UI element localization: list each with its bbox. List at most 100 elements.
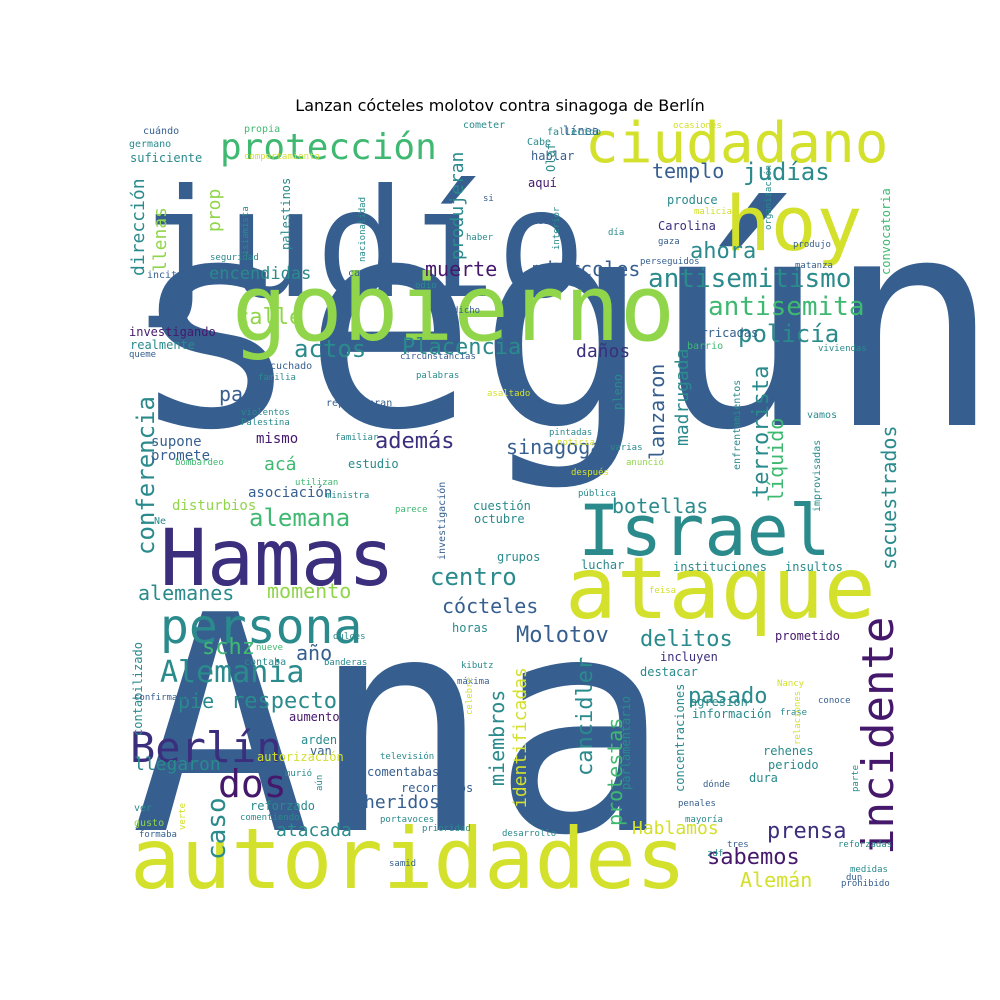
cloud-word: incitar <box>147 270 189 281</box>
cloud-word: desarrollo <box>502 829 556 839</box>
cloud-word: contaba <box>244 657 286 668</box>
cloud-word: prensa <box>767 819 846 844</box>
cloud-word: murió <box>285 768 312 779</box>
cloud-word: queme <box>129 350 156 360</box>
cloud-word: seguridad <box>210 253 259 263</box>
cloud-word: Nancy <box>777 679 805 689</box>
cloud-word: miembros <box>485 690 509 786</box>
cloud-word: portavoces <box>380 815 434 825</box>
cloud-word: judío <box>135 158 587 332</box>
cloud-word: dónde <box>703 779 730 790</box>
cloud-word: verte <box>178 803 188 830</box>
cloud-word: autoridades <box>130 810 686 908</box>
cloud-word: daños <box>576 341 630 362</box>
cloud-word: prop <box>204 189 225 232</box>
cloud-word: gusto <box>134 818 164 829</box>
cloud-word: tres <box>727 840 749 850</box>
cloud-word: realmente <box>130 338 195 352</box>
cloud-word: cuándo <box>143 125 179 137</box>
cloud-word: gaza <box>658 237 680 247</box>
cloud-word: protestas <box>603 718 627 826</box>
cloud-word: pública <box>578 489 616 499</box>
cloud-word: después <box>571 467 609 478</box>
cloud-word: llegaron <box>134 754 221 775</box>
cloud-word: ataque <box>565 539 876 639</box>
cloud-word: agresión <box>690 695 748 709</box>
cloud-word: destacar <box>640 665 698 679</box>
cloud-word: instituciones <box>673 560 767 574</box>
cloud-word: comentabas <box>367 765 439 779</box>
cloud-word: bombardeo <box>175 458 224 468</box>
cloud-word: van <box>310 744 332 758</box>
cloud-word: pie <box>178 689 214 713</box>
cloud-word: hablar <box>531 149 574 163</box>
cloud-word: parte <box>851 765 861 792</box>
cloud-word: actos <box>294 335 366 363</box>
cloud-word: gobierno <box>232 255 675 362</box>
cloud-word: confirmado <box>134 693 188 703</box>
cloud-word: circunstancias <box>400 352 476 362</box>
cloud-word: centro <box>430 563 517 591</box>
cloud-word: dirección <box>128 178 149 276</box>
cloud-word: año <box>296 641 332 665</box>
cloud-word: acá <box>264 454 297 475</box>
cloud-word: cócteles <box>442 594 538 618</box>
chart-title: Lanzan cócteles molotov contra sinagoga … <box>295 96 705 115</box>
cloud-word: aquí <box>528 176 557 190</box>
cloud-word: capital <box>348 268 390 279</box>
cloud-word: máxima <box>457 677 490 687</box>
cloud-word: Palestina <box>241 418 290 428</box>
cloud-word: conoce <box>818 696 851 706</box>
cloud-word: prometido <box>775 629 840 643</box>
cloud-word: contabilizado <box>131 642 145 736</box>
cloud-word: investigación <box>436 482 448 560</box>
cloud-word: alemanes <box>138 581 234 605</box>
cloud-word: insultos <box>785 560 843 574</box>
cloud-word: perseguidos <box>640 257 700 267</box>
cloud-word: viviendas <box>818 344 867 354</box>
cloud-word: cometer <box>463 120 505 131</box>
cloud-word: reforzado <box>250 799 315 813</box>
cloud-word: delitos <box>640 627 733 652</box>
cloud-word: samid <box>389 859 416 869</box>
cloud-word: promete <box>151 448 210 464</box>
cloud-word: relaciones <box>793 691 803 745</box>
cloud-word: día <box>608 228 624 238</box>
cloud-word: noticia <box>557 438 595 448</box>
cloud-word: Placencia <box>402 335 521 360</box>
cloud-word: parece <box>395 505 428 515</box>
cloud-word: Hamas <box>160 514 395 604</box>
cloud-word: asaltado <box>487 389 530 399</box>
cloud-word: ciudadano <box>585 111 888 176</box>
cloud-word: incidente <box>853 617 904 855</box>
cloud-word: improvisadas <box>812 440 823 512</box>
cloud-word: comentiendo <box>240 813 300 823</box>
cloud-word: convocatoria <box>879 188 893 275</box>
cloud-word: luchar <box>581 558 624 572</box>
cloud-word: muerte <box>425 257 497 281</box>
cloud-word: conferencia <box>132 396 160 555</box>
cloud-word: nacionalidad <box>358 197 368 262</box>
cloud-word: persona <box>160 599 362 655</box>
cloud-word: grupos <box>497 550 540 564</box>
cloud-word: ocasiones <box>673 121 722 131</box>
cloud-word: prioridad <box>422 824 471 834</box>
cloud-word: repartieran <box>326 398 392 409</box>
cloud-word: propia <box>244 124 280 135</box>
cloud-word: Olaf <box>544 143 558 172</box>
cloud-word: enfrentamientos <box>732 380 743 470</box>
cloud-word: respecto <box>231 689 337 714</box>
cloud-word: suficiente <box>130 151 202 165</box>
cloud-word: sinagoga <box>506 435 602 459</box>
cloud-word: protección <box>220 127 437 168</box>
cloud-word: sabemos <box>707 845 800 870</box>
cloud-word: varias <box>610 443 643 453</box>
cloud-word: investigando <box>129 325 216 339</box>
cloud-word: banderas <box>324 658 367 668</box>
cloud-word: horas <box>452 621 488 635</box>
cloud-word: calle <box>236 305 302 330</box>
cloud-word: zdf <box>707 849 723 859</box>
cloud-word: palabras <box>416 371 459 381</box>
cloud-word: palestinos <box>279 178 293 250</box>
